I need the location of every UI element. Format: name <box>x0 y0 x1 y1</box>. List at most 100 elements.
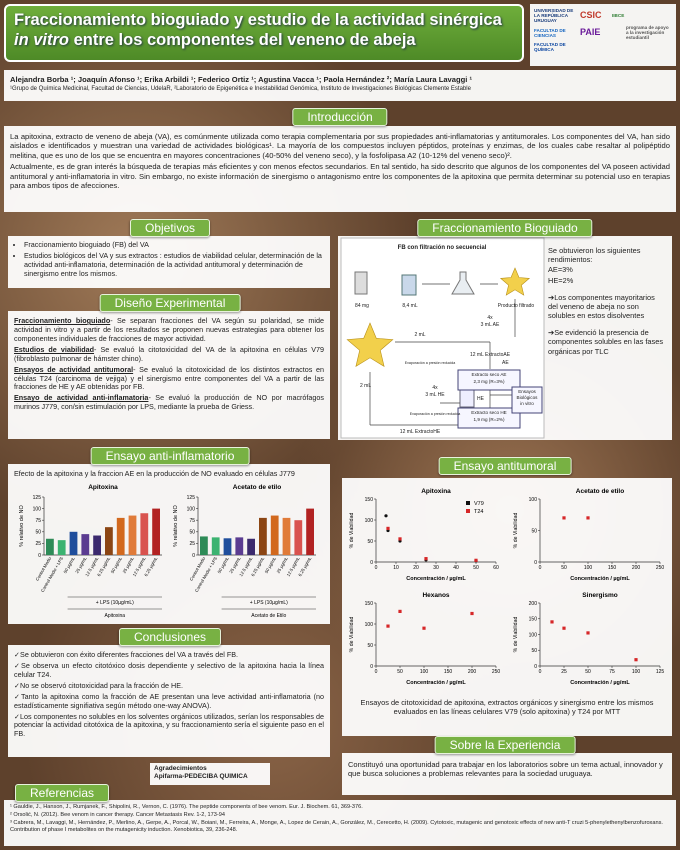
result-text: Se obtuvieron los siguientes rendimiento… <box>548 246 641 265</box>
x-axis-label: Concentración / µg/mL <box>570 576 630 582</box>
bar <box>116 517 125 555</box>
x-tick-label: 150 <box>608 565 617 571</box>
diagram-label: 3 mL HE <box>425 392 445 398</box>
logo-text: programa de apoyo a la investigación est… <box>626 25 669 41</box>
design-text: - Se separan fracciones del VA según su … <box>14 316 324 343</box>
author-names: Alejandra Borba ¹; Joaquín Afonso ¹; Eri… <box>10 75 473 84</box>
chart: Sinergismo % de Viabilidad Concentración /… <box>513 592 664 686</box>
x-tick-label: 50 <box>585 669 591 675</box>
annotation: + LPS (10µg/mL) <box>96 600 134 606</box>
y-tick-label: 125 <box>187 495 196 501</box>
references: ¹ Gauldie, J., Hanson, J., Rumjanek, F.,… <box>4 800 676 846</box>
bar <box>57 540 66 555</box>
title-banner: Fraccionamiento bioguiado y estudio de l… <box>4 4 524 62</box>
design-item: Ensayo de actividad anti-inflamatoria- S… <box>14 393 324 412</box>
introduction: La apitoxina, extracto de veneno de abej… <box>4 126 676 212</box>
diagram-label: Ensayos <box>518 389 536 394</box>
point <box>634 658 638 662</box>
bar <box>93 535 101 555</box>
y-tick-label: 25 <box>189 541 195 547</box>
logo-text: IIBCE <box>612 13 625 19</box>
x-tick-label: 25 <box>561 669 567 675</box>
y-tick-label: 50 <box>367 539 373 545</box>
result-box <box>457 369 521 391</box>
y-tick-label: 0 <box>370 664 373 670</box>
y-tick-label: 50 <box>531 648 537 654</box>
funnel-icon <box>459 388 475 408</box>
x-tick-label: 100 <box>420 669 429 675</box>
design-label: Estudios de viabilidad <box>14 344 95 354</box>
design-text: - Se evaluó la citotoxicidad del VA de l… <box>14 344 324 363</box>
x-tick-label: 100 <box>632 669 641 675</box>
y-tick-label: 50 <box>189 530 195 536</box>
y-axis-label: % de Viabilidad <box>513 513 519 549</box>
y-tick-label: 75 <box>35 518 41 524</box>
diagram-label: 4x <box>487 315 493 321</box>
diagram-label: 3 mL AE <box>481 322 500 328</box>
chart: Acetato de etilo % relativo de NO 0 25 50 75 1… <box>173 484 316 619</box>
bar <box>282 517 291 555</box>
logo-text: UNIVERSIDAD DE LA REPÚBLICA URUGUAY <box>534 8 574 24</box>
diagram-label: Evaporación a presión reducida <box>405 361 456 365</box>
chart-title: Apitoxina <box>421 488 451 495</box>
conclusion: ✓Tanto la apitoxina como la fracción de … <box>14 691 324 710</box>
chart-title: Hexanos <box>422 592 449 599</box>
annotation: + LPS (10µg/mL) <box>250 600 288 606</box>
point <box>398 609 402 613</box>
objective: Estudios biológicos del VA y sus extract… <box>24 251 324 279</box>
y-tick-label: 25 <box>35 541 41 547</box>
design-item: Fraccionamiento bioguiado- Se separan fr… <box>14 316 324 344</box>
bar <box>259 517 267 555</box>
bar <box>152 508 160 555</box>
point <box>474 558 478 562</box>
diagram-label: 12 mL ExtractoHE <box>400 429 441 435</box>
chart-title: Acetato de etilo <box>576 488 624 495</box>
antitumoral: Apitoxina % de Viabilidad Concentración / … <box>342 478 672 736</box>
diagram-label: 2 mL <box>360 383 371 389</box>
bar <box>306 508 314 555</box>
y-tick-label: 50 <box>367 643 373 649</box>
caption: Efecto de la apitoxina y la fraccion AE … <box>14 469 295 478</box>
title: entre los componentes del veneno de abej… <box>69 30 416 49</box>
star-icon <box>499 267 531 296</box>
experimental-design: Fraccionamiento bioguiado- Se separan fr… <box>8 311 330 439</box>
design-label: Fraccionamiento bioguiado <box>14 316 111 325</box>
bar <box>247 538 255 555</box>
point <box>386 526 390 530</box>
reference: ³ Cabrera, M., Lavaggi, M., Hernández, P… <box>10 819 663 833</box>
objectives: Fraccionamiento bioguiado (FB) del VAEst… <box>8 236 330 288</box>
point <box>562 626 566 630</box>
x-tick-label: 20 <box>413 565 419 571</box>
y-axis-label: % relativo de NO <box>19 504 25 546</box>
objective: Fraccionamiento bioguiado (FB) del VA <box>24 240 324 250</box>
x-tick-label: 0 <box>375 565 378 571</box>
diagram-label: Extracto seco AE <box>472 372 507 377</box>
chart-title: Sinergismo <box>582 592 617 599</box>
acknowledgements-text: Apifarma-PEDECIBA QUIMICA <box>154 773 248 781</box>
x-tick-label: 0 <box>375 669 378 675</box>
x-tick-label: Control Medio + LPS <box>194 556 218 593</box>
y-tick-label: 100 <box>365 518 374 524</box>
paragraph: Actualmente, es de gran interés la búsqu… <box>10 162 670 191</box>
y-tick-label: 100 <box>529 497 538 503</box>
x-tick-label: 10 <box>393 565 399 571</box>
reference: ¹ Gauldie, J., Hanson, J., Rumjanek, F.,… <box>10 804 363 810</box>
point <box>386 624 390 628</box>
logo-text: PAIE <box>580 26 601 37</box>
point <box>586 631 590 635</box>
x-tick-label: 0 <box>539 565 542 571</box>
affiliations: ¹Grupo de Química Medicinal, Facultad de… <box>10 86 471 93</box>
y-tick-label: 100 <box>187 506 196 512</box>
flow-diagram: FB con filtración no secuencial 84 mg 8,4 … <box>340 237 545 439</box>
reference: ² Orsolić, N. (2012). Bee venom in cance… <box>10 811 225 818</box>
y-tick-label: 150 <box>365 601 374 607</box>
bar <box>140 513 149 555</box>
x-tick-label: 75 <box>609 669 615 675</box>
legend-label: V79 <box>474 501 484 507</box>
result-box <box>511 386 543 414</box>
fractionation: FB con filtración no secuencial 84 mg 8,4 … <box>338 236 672 440</box>
chart: Apitoxina % de Viabilidad Concentración / … <box>349 488 499 582</box>
point <box>424 557 428 561</box>
point <box>422 626 426 630</box>
